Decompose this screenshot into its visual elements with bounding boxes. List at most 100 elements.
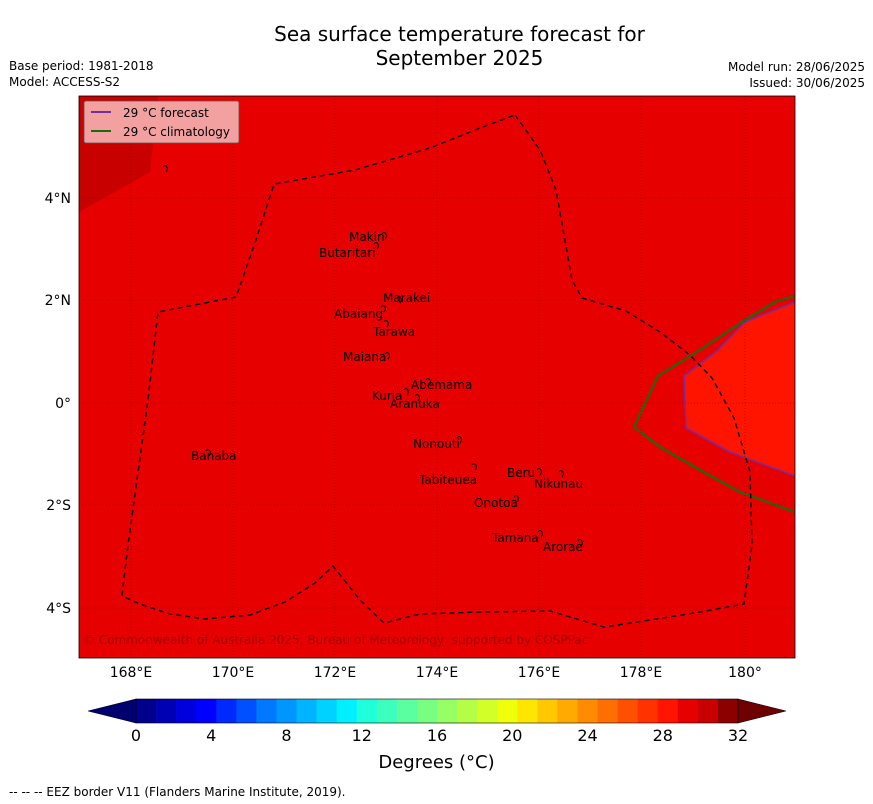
island-label: Makin — [349, 230, 385, 244]
colorbar-cell — [457, 699, 478, 723]
island-label: Abemama — [411, 378, 472, 392]
island-label: Aranuka — [390, 397, 440, 411]
y-tick-label: 2°N — [45, 293, 71, 309]
colorbar-cell — [597, 699, 618, 723]
legend-box — [83, 100, 240, 144]
x-tick-label: 176°E — [518, 665, 561, 681]
island-shape — [414, 394, 420, 402]
island-shape — [383, 320, 389, 328]
x-tick-label: 178°E — [620, 665, 663, 681]
legend-label-forecast: 29 °C forecast — [123, 106, 209, 120]
climatology-29c-contour — [632, 294, 795, 514]
warmer-sst-region — [684, 302, 795, 476]
colorbar-cell — [316, 699, 337, 723]
colorbar-cell — [296, 699, 317, 723]
colorbar-cell — [176, 699, 197, 723]
island-shape — [380, 305, 386, 313]
y-tick-label: 0° — [55, 396, 71, 412]
colorbar-under-arrow — [87, 698, 137, 724]
island-shape — [513, 495, 519, 503]
x-axis-ticks: 168°E 170°E 172°E 174°E 176°E 178°E 180° — [110, 665, 762, 681]
colorbar-cell — [657, 699, 679, 723]
island-shape — [205, 449, 211, 457]
colorbar-tick-label: 4 — [206, 726, 216, 745]
colorbar-cell — [717, 699, 739, 723]
colorbar-cell — [697, 699, 719, 723]
colorbar-cell — [256, 699, 277, 723]
island-shape — [537, 530, 543, 538]
colorbar-cell — [196, 699, 217, 723]
island-label: Kuria — [372, 389, 403, 403]
colorbar-cell — [557, 699, 578, 723]
island-shape — [558, 470, 564, 478]
colorbar-cell — [136, 699, 157, 723]
title-line-1: Sea surface temperature forecast for — [274, 22, 645, 46]
island-label: Beru — [507, 466, 535, 480]
colorbar-ticks: 0 4 8 12 16 20 24 28 32 — [131, 726, 748, 745]
colorbar-tick-label: 24 — [577, 726, 597, 745]
colorbar: 0 4 8 12 16 20 24 28 32 — [87, 698, 787, 745]
issued-date: Issued: 30/06/2025 — [749, 76, 865, 90]
colorbar-cell — [336, 699, 358, 723]
island-shape — [384, 352, 390, 360]
colorbar-tick-label: 8 — [281, 726, 291, 745]
island-label: Tabiteuea — [418, 473, 477, 487]
colorbar-cell — [637, 699, 659, 723]
colorbar-cell — [156, 699, 177, 723]
colorbar-tick-label: 28 — [653, 726, 673, 745]
colorbar-cells — [135, 698, 739, 724]
colorbar-cell — [577, 699, 598, 723]
colorbar-cell — [216, 699, 237, 723]
x-tick-label: 180° — [728, 665, 762, 681]
title-line-2: September 2025 — [375, 46, 544, 70]
island-shape — [471, 463, 477, 471]
x-tick-label: 168°E — [110, 665, 153, 681]
colorbar-tick-label: 20 — [502, 726, 522, 745]
island-shape — [162, 165, 168, 173]
island-label: Onotoa — [474, 496, 518, 510]
island-label: Arorae — [543, 540, 583, 554]
y-tick-label: 2°S — [46, 498, 71, 514]
meta-left: Base period: 1981-2018 Model: ACCESS-S2 — [9, 58, 154, 90]
legend-label-climatology: 29 °C climatology — [123, 125, 230, 139]
colorbar-over-arrow — [737, 698, 787, 724]
map-gridlines — [79, 96, 795, 658]
y-axis-ticks: 4°N 2°N 0° 2°S 4°S — [45, 191, 72, 617]
island-shape — [373, 242, 379, 250]
island-shape — [456, 436, 462, 444]
base-period: Base period: 1981-2018 — [9, 59, 154, 73]
colorbar-tick-label: 12 — [352, 726, 372, 745]
x-tick-label: 172°E — [314, 665, 357, 681]
colorbar-cell — [356, 699, 378, 723]
copyright-notice: © Commonwealth of Australia 2025, Bureau… — [83, 633, 588, 647]
colorbar-cell — [537, 699, 558, 723]
island-label: Maiana — [343, 350, 386, 364]
island-shape — [536, 468, 542, 476]
colorbar-cell — [437, 699, 458, 723]
model-run: Model run: 28/06/2025 — [727, 60, 865, 74]
x-tick-label: 170°E — [212, 665, 255, 681]
island-label: Tamana — [491, 531, 539, 545]
colorbar-cell — [477, 699, 498, 723]
chart-title: Sea surface temperature forecast for Sep… — [0, 22, 873, 70]
island-label: Tarawa — [372, 325, 415, 339]
colorbar-tick-label: 0 — [131, 726, 141, 745]
island-label: Abaiang — [334, 307, 383, 321]
island-shape — [396, 296, 402, 304]
map-frame — [78, 95, 796, 659]
colorbar-cell — [497, 699, 518, 723]
eez-footnote: -- -- -- EEZ border V11 (Flanders Marine… — [9, 785, 346, 799]
island-label: Nikunau — [534, 477, 583, 491]
island-shape — [403, 388, 409, 396]
colorbar-cell — [517, 699, 538, 723]
island-label: Butaritari — [319, 246, 376, 260]
y-tick-label: 4°N — [45, 191, 71, 207]
meta-right: Model run: 28/06/2025 Issued: 30/06/2025 — [728, 59, 865, 91]
colorbar-label: Degrees (°C) — [378, 752, 495, 773]
island-label: Marakei — [383, 291, 430, 305]
model-name: Model: ACCESS-S2 — [9, 75, 121, 89]
y-tick-label: 4°S — [46, 601, 71, 617]
